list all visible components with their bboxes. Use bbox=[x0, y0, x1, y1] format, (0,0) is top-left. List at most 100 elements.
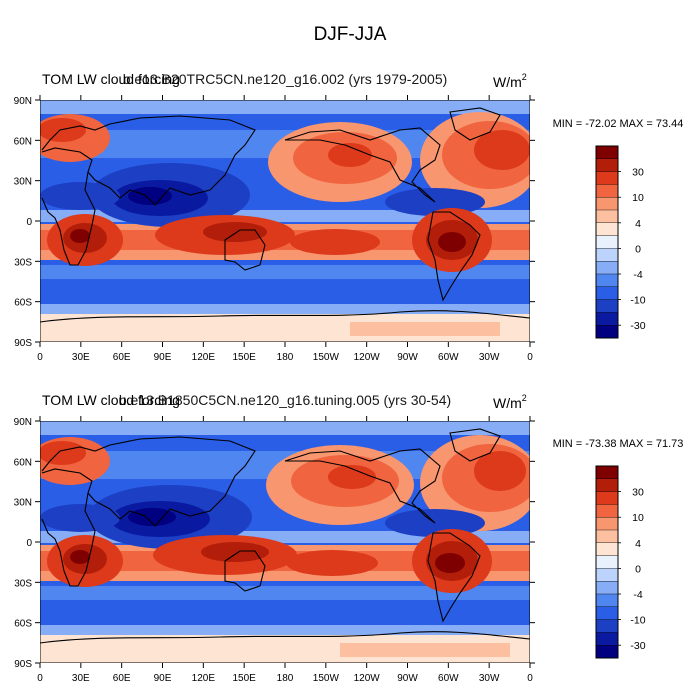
colorbar-cell bbox=[595, 568, 619, 582]
colorbar-label: -4 bbox=[633, 269, 642, 281]
colorbar-label: 4 bbox=[635, 538, 641, 550]
colorbar-cell bbox=[595, 209, 619, 224]
x-tick-label: 60W bbox=[438, 352, 459, 363]
x-tick-label: 0 bbox=[37, 673, 43, 684]
colorbar-label: -10 bbox=[630, 295, 645, 307]
y-tick-label: 30S bbox=[14, 257, 32, 268]
colorbar: 30 10 4 0 -4 -10 -30 bbox=[595, 145, 646, 339]
colorbar-cell bbox=[595, 222, 619, 237]
maritime-continent-positive-core bbox=[203, 222, 267, 242]
coastline-antarctica bbox=[40, 310, 530, 323]
asia-monsoon-negative-max bbox=[128, 508, 176, 526]
colorbar-cell bbox=[595, 517, 619, 531]
x-tick-label: 30E bbox=[72, 352, 90, 363]
y-tick-label: 0 bbox=[26, 538, 32, 549]
maritime-continent-positive-core bbox=[201, 542, 269, 562]
n-africa-negative bbox=[40, 182, 120, 210]
southern-ocean-band bbox=[40, 282, 530, 304]
x-tick-label: 60W bbox=[438, 673, 459, 684]
colorbar: 30 10 4 0 -4 -10 -30 bbox=[595, 465, 646, 659]
arctic-band bbox=[40, 421, 530, 435]
panel-left-title: TOM LW cloud forcing bbox=[42, 71, 180, 87]
colorbar-cell bbox=[595, 299, 619, 313]
colorbar-cell bbox=[595, 645, 619, 659]
colorbar-cell bbox=[595, 478, 619, 493]
y-tick-label: 60S bbox=[14, 298, 32, 309]
colorbar-cell bbox=[595, 606, 619, 621]
colorbar-cell bbox=[595, 632, 619, 646]
x-tick-label: 60E bbox=[113, 352, 131, 363]
colorbar-label: 4 bbox=[635, 218, 641, 230]
north-pacific-positive-max bbox=[328, 143, 372, 167]
south-pacific-positive bbox=[286, 550, 378, 576]
units-base: W/m bbox=[493, 395, 522, 411]
colorbar-cell bbox=[595, 555, 619, 569]
southern-africa-positive-max bbox=[70, 550, 90, 564]
y-tick-label: 90N bbox=[14, 417, 32, 428]
x-tick-label: 180 bbox=[277, 673, 294, 684]
colorbar-label: 0 bbox=[635, 243, 641, 255]
colorbar-cell bbox=[595, 542, 619, 557]
x-tick-label: 120E bbox=[192, 673, 216, 684]
y-axis: 90N 60N 30N 0 30S 60S 90S bbox=[14, 96, 535, 349]
panel-1: TOM LW cloud forcing b.e13.B20TRC5CN.ne1… bbox=[14, 71, 684, 363]
coastline-antarctica bbox=[40, 631, 530, 644]
colorbar-cell bbox=[595, 491, 619, 505]
colorbar-cell bbox=[595, 593, 619, 608]
x-tick-label: 120W bbox=[354, 673, 381, 684]
coastline-south-america bbox=[427, 211, 481, 302]
north-atlantic-positive-max bbox=[474, 130, 530, 170]
x-tick-label: 120W bbox=[354, 352, 381, 363]
x-axis: 0 30E 60E 90E 120E 150E 180 150W 120W 90W 60W 30W 0 bbox=[37, 95, 533, 363]
north-atlantic-positive-max bbox=[474, 451, 526, 491]
colorbar-cell bbox=[595, 261, 619, 275]
panel-center-title: b.e13.B20TRC5CN.ne120_g16.002 (yrs 1979-… bbox=[123, 71, 448, 87]
arctic-band bbox=[40, 100, 530, 114]
units-exponent: 2 bbox=[522, 393, 527, 403]
colorbar-cell bbox=[595, 273, 619, 288]
figure-title: DJF-JJA bbox=[314, 24, 387, 45]
y-axis: 90N 60N 30N 0 30S 60S 90S bbox=[14, 417, 535, 670]
south-negative-band bbox=[40, 265, 530, 279]
colorbar-cell bbox=[595, 286, 619, 301]
units-exponent: 2 bbox=[522, 72, 527, 82]
colorbar-cell bbox=[595, 325, 619, 339]
y-tick-label: 30N bbox=[14, 177, 32, 188]
coastline-australia bbox=[224, 229, 266, 271]
coastline-eurasia bbox=[41, 115, 256, 206]
coastline-eurasia bbox=[41, 436, 256, 527]
units-label: W/m2 bbox=[493, 393, 527, 411]
coastline-north-america bbox=[284, 127, 441, 203]
y-tick-label: 90N bbox=[14, 96, 32, 107]
x-tick-label: 90W bbox=[397, 352, 418, 363]
contour-field bbox=[40, 100, 530, 342]
colorbar-cell bbox=[595, 619, 619, 633]
units-label: W/m2 bbox=[493, 72, 527, 90]
x-tick-label: 90E bbox=[154, 352, 172, 363]
y-tick-label: 60N bbox=[14, 457, 32, 468]
x-tick-label: 180 bbox=[277, 352, 294, 363]
y-tick-label: 30N bbox=[14, 498, 32, 509]
colorbar-cell bbox=[595, 145, 619, 160]
colorbar-frame bbox=[595, 465, 619, 659]
southern-ocean-band bbox=[40, 603, 530, 625]
n-africa-negative bbox=[40, 504, 120, 532]
colorbar-frame bbox=[595, 145, 619, 339]
antarctic-warm-patch bbox=[340, 643, 510, 657]
coastlines bbox=[40, 428, 530, 644]
colorbar-label: 10 bbox=[632, 192, 644, 204]
colorbar-cell bbox=[595, 465, 619, 480]
x-tick-label: 90E bbox=[154, 673, 172, 684]
y-tick-label: 60S bbox=[14, 619, 32, 630]
x-tick-label: 60E bbox=[113, 673, 131, 684]
x-tick-label: 150E bbox=[232, 352, 256, 363]
southern-africa-positive-max bbox=[70, 229, 90, 243]
x-tick-label: 150E bbox=[232, 673, 256, 684]
panel-left-title: TOM LW cloud forcing bbox=[42, 392, 180, 408]
x-tick-label: 0 bbox=[527, 352, 533, 363]
colorbar-cell bbox=[595, 171, 619, 185]
x-tick-label: 150W bbox=[313, 673, 340, 684]
map-plot bbox=[40, 421, 530, 663]
antarctic-warm-patch bbox=[350, 322, 500, 336]
colorbar-cell bbox=[595, 312, 619, 326]
